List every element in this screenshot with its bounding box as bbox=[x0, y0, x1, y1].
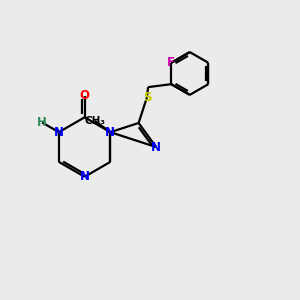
Text: N: N bbox=[105, 126, 116, 139]
Text: S: S bbox=[142, 91, 151, 104]
Text: O: O bbox=[80, 89, 90, 102]
Text: N: N bbox=[80, 170, 90, 183]
Text: H: H bbox=[37, 116, 47, 129]
Text: N: N bbox=[151, 140, 161, 154]
Text: CH₃: CH₃ bbox=[84, 116, 105, 126]
Text: N: N bbox=[54, 126, 64, 139]
Text: F: F bbox=[167, 56, 175, 69]
